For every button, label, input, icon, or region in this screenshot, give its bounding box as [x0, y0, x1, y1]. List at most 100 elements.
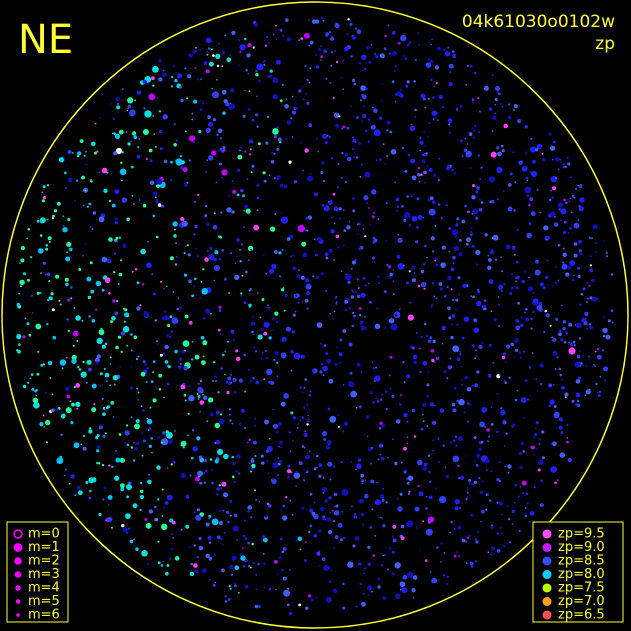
star: [406, 374, 411, 379]
star: [585, 364, 588, 367]
star: [511, 509, 515, 514]
star: [326, 517, 331, 522]
star: [275, 24, 277, 27]
star: [268, 268, 275, 274]
star: [490, 406, 493, 409]
star: [260, 454, 264, 458]
star: [476, 186, 480, 190]
star: [439, 408, 445, 413]
star: [218, 484, 221, 487]
star: [238, 39, 241, 42]
star: [575, 187, 578, 190]
star: [298, 269, 300, 271]
star: [173, 65, 175, 67]
star: [96, 449, 100, 453]
star: [406, 43, 411, 47]
star: [143, 311, 150, 318]
magnitude-label: m=4: [28, 581, 60, 596]
star: [96, 150, 99, 153]
star: [228, 195, 230, 197]
star: [343, 421, 349, 426]
star: [76, 407, 79, 410]
star: [401, 205, 404, 208]
star: [595, 382, 598, 386]
star: [255, 70, 258, 73]
star: [148, 509, 153, 514]
star: [541, 152, 544, 155]
star: [369, 300, 372, 304]
star: [143, 202, 145, 204]
star: [436, 546, 439, 549]
star: [550, 145, 556, 151]
star: [437, 46, 441, 51]
star: [347, 561, 354, 568]
star: [456, 357, 461, 361]
star: [208, 541, 212, 544]
star: [225, 510, 230, 514]
star: [367, 545, 371, 549]
star: [454, 506, 459, 511]
star: [513, 501, 516, 504]
star: [362, 113, 367, 119]
star: [310, 598, 314, 602]
star: [85, 151, 87, 153]
star: [422, 97, 426, 101]
star: [340, 461, 343, 464]
star: [564, 396, 567, 399]
star: [510, 342, 514, 346]
star: [405, 84, 409, 88]
star: [63, 225, 65, 227]
star: [333, 492, 338, 497]
star: [272, 77, 279, 84]
star: [590, 255, 592, 257]
star: [249, 566, 252, 569]
star: [370, 44, 373, 46]
star: [327, 407, 331, 411]
star: [135, 547, 139, 551]
star: [356, 29, 362, 34]
star: [210, 40, 213, 43]
star: [420, 281, 427, 288]
star: [99, 372, 103, 376]
star: [205, 127, 211, 133]
star: [96, 354, 101, 359]
star: [52, 214, 55, 218]
star: [293, 472, 301, 479]
star: [134, 447, 138, 451]
star: [474, 357, 477, 360]
star: [22, 335, 26, 339]
star: [535, 148, 539, 152]
star: [211, 518, 219, 526]
star: [286, 603, 290, 607]
star: [488, 435, 491, 438]
star: [432, 118, 435, 121]
star: [67, 150, 72, 154]
star: [377, 275, 380, 279]
star: [517, 119, 522, 124]
star: [524, 270, 527, 273]
star: [395, 93, 398, 96]
star: [119, 259, 123, 262]
star: [547, 284, 550, 286]
star: [515, 260, 519, 264]
star: [156, 178, 163, 185]
star: [568, 322, 573, 327]
star: [211, 150, 217, 156]
star: [476, 300, 482, 307]
star: [490, 553, 493, 556]
star: [585, 389, 591, 395]
star: [426, 165, 429, 168]
star: [381, 517, 383, 519]
star: [239, 260, 242, 263]
star: [213, 212, 216, 215]
star: [191, 429, 195, 432]
star: [151, 273, 154, 275]
star: [423, 287, 426, 290]
star: [222, 544, 224, 546]
star: [278, 275, 281, 278]
star: [605, 251, 608, 254]
star: [263, 562, 266, 565]
star: [93, 151, 97, 155]
star: [251, 330, 254, 334]
star: [390, 323, 398, 331]
